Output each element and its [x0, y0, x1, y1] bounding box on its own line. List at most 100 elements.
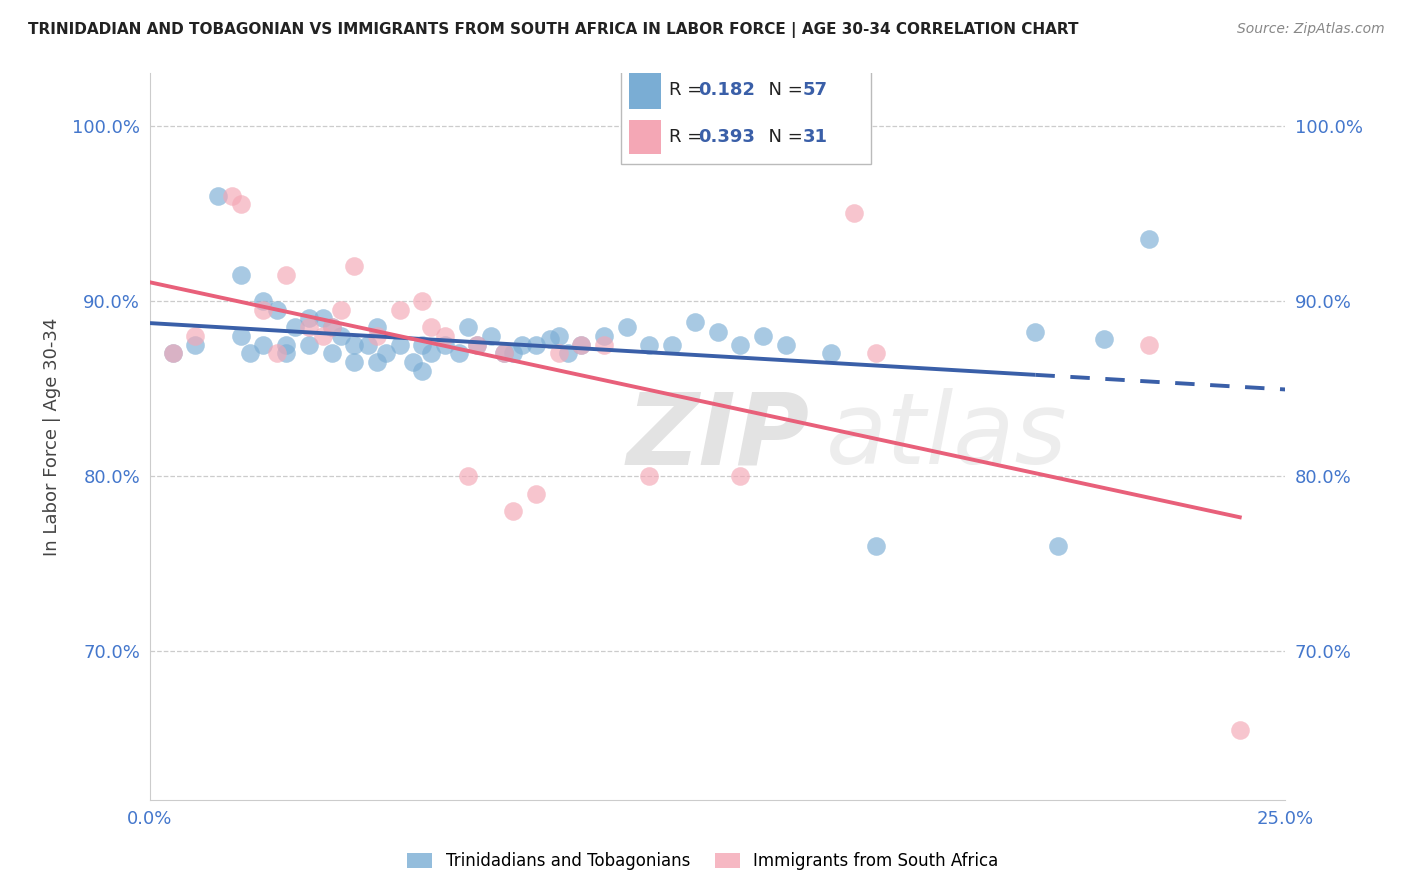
Point: [638, 469, 661, 483]
Point: [366, 320, 388, 334]
Point: [593, 328, 616, 343]
Text: R =: R =: [669, 80, 707, 99]
Point: [311, 328, 333, 343]
Point: [661, 337, 683, 351]
Point: [434, 328, 457, 343]
Point: [252, 337, 274, 351]
Point: [865, 346, 887, 360]
Point: [321, 346, 343, 360]
Point: [388, 302, 411, 317]
Point: [547, 346, 569, 360]
Y-axis label: In Labor Force | Age 30-34: In Labor Force | Age 30-34: [44, 318, 60, 556]
Point: [502, 346, 524, 360]
Point: [593, 337, 616, 351]
Point: [434, 337, 457, 351]
Point: [411, 337, 433, 351]
Legend: Trinidadians and Tobagonians, Immigrants from South Africa: Trinidadians and Tobagonians, Immigrants…: [401, 846, 1005, 877]
Point: [329, 328, 352, 343]
Text: TRINIDADIAN AND TOBAGONIAN VS IMMIGRANTS FROM SOUTH AFRICA IN LABOR FORCE | AGE : TRINIDADIAN AND TOBAGONIAN VS IMMIGRANTS…: [28, 22, 1078, 38]
Point: [366, 355, 388, 369]
Point: [266, 346, 288, 360]
Point: [842, 206, 865, 220]
Point: [538, 332, 561, 346]
Point: [284, 320, 307, 334]
Point: [266, 302, 288, 317]
Point: [616, 320, 638, 334]
Point: [547, 328, 569, 343]
Point: [366, 328, 388, 343]
Text: atlas: atlas: [825, 388, 1067, 485]
Text: N =: N =: [758, 128, 808, 146]
Point: [229, 197, 252, 211]
Point: [329, 302, 352, 317]
Point: [252, 302, 274, 317]
Text: N =: N =: [758, 80, 808, 99]
Point: [494, 346, 516, 360]
Text: 31: 31: [803, 128, 828, 146]
Text: ZIP: ZIP: [627, 388, 810, 485]
Point: [321, 320, 343, 334]
Point: [1137, 232, 1160, 246]
Point: [683, 315, 706, 329]
Point: [162, 346, 184, 360]
Point: [343, 355, 366, 369]
Point: [865, 539, 887, 553]
Point: [457, 469, 479, 483]
FancyBboxPatch shape: [628, 120, 661, 154]
Point: [184, 337, 207, 351]
Text: 0.182: 0.182: [699, 80, 755, 99]
Point: [447, 346, 470, 360]
Point: [1047, 539, 1070, 553]
Text: 57: 57: [803, 80, 828, 99]
Point: [411, 364, 433, 378]
Point: [465, 337, 488, 351]
Point: [524, 486, 547, 500]
FancyBboxPatch shape: [628, 70, 661, 110]
Point: [1137, 337, 1160, 351]
Point: [775, 337, 797, 351]
Point: [343, 259, 366, 273]
Text: R =: R =: [669, 128, 707, 146]
Point: [252, 293, 274, 308]
Point: [411, 293, 433, 308]
Point: [820, 346, 842, 360]
Point: [730, 337, 752, 351]
Point: [276, 346, 298, 360]
Point: [1092, 332, 1115, 346]
Point: [524, 337, 547, 351]
Text: 0.393: 0.393: [699, 128, 755, 146]
Point: [298, 320, 321, 334]
Point: [229, 268, 252, 282]
Point: [479, 328, 502, 343]
Text: Source: ZipAtlas.com: Source: ZipAtlas.com: [1237, 22, 1385, 37]
Point: [1229, 723, 1251, 738]
Point: [1024, 326, 1046, 340]
Point: [184, 328, 207, 343]
Point: [730, 469, 752, 483]
Point: [276, 268, 298, 282]
Point: [298, 337, 321, 351]
Point: [343, 337, 366, 351]
Point: [557, 346, 579, 360]
Point: [494, 346, 516, 360]
Point: [752, 328, 775, 343]
Point: [420, 320, 443, 334]
Point: [298, 311, 321, 326]
Point: [569, 337, 592, 351]
Point: [375, 346, 398, 360]
Point: [221, 188, 243, 202]
Point: [229, 328, 252, 343]
Point: [162, 346, 184, 360]
Point: [706, 326, 728, 340]
Point: [502, 504, 524, 518]
Point: [420, 346, 443, 360]
Point: [388, 337, 411, 351]
Point: [465, 337, 488, 351]
Point: [457, 320, 479, 334]
Point: [569, 337, 592, 351]
Point: [207, 188, 229, 202]
Point: [276, 337, 298, 351]
Point: [638, 337, 661, 351]
Point: [239, 346, 262, 360]
Point: [311, 311, 333, 326]
